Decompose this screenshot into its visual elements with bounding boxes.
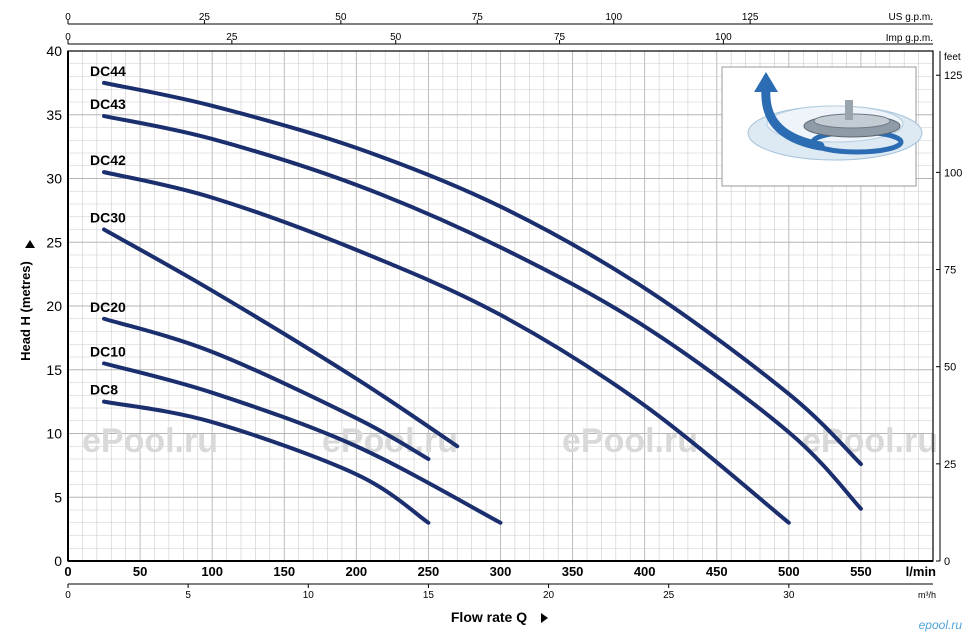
- watermark-text: ePool.ru: [82, 422, 218, 460]
- x-tick-label: 350: [562, 564, 584, 579]
- series-label-dc30: DC30: [90, 210, 126, 226]
- x-tick-label: 150: [273, 564, 295, 579]
- series-label-dc8: DC8: [90, 382, 118, 398]
- imp-gpm-tick-label: 100: [715, 32, 732, 43]
- us-gpm-tick-label: 100: [605, 12, 622, 23]
- y-axis-title: Head H (metres): [18, 261, 33, 361]
- us-gpm-tick-label: 50: [335, 12, 347, 23]
- feet-tick-label: 50: [944, 362, 956, 374]
- feet-tick-label: 100: [944, 167, 962, 179]
- us-gpm-axis-label: US g.p.m.: [889, 12, 933, 23]
- impeller-illustration-icon: [721, 66, 923, 187]
- m3h-tick-label: 25: [663, 590, 675, 601]
- x-tick-label: 450: [706, 564, 728, 579]
- watermark-layer: ePool.ru ePool.ru ePool.ru ePool.ru: [82, 422, 938, 460]
- curve-dc20: [102, 316, 431, 461]
- m3h-axis-label: m³/h: [918, 590, 936, 600]
- x-tick-label: 400: [634, 564, 656, 579]
- y-tick-label: 40: [46, 43, 62, 59]
- m3h-tick-label: 30: [783, 590, 795, 601]
- x-tick-label: 550: [850, 564, 872, 579]
- us-gpm-tick-label: 25: [199, 12, 211, 23]
- us-gpm-tick-label: 125: [742, 12, 759, 23]
- watermark-text: ePool.ru: [802, 422, 938, 460]
- curves: DC44 DC43 DC42 DC30 DC20 DC10 DC8: [90, 63, 863, 525]
- x-tick-label: 200: [345, 564, 367, 579]
- y-tick-label: 0: [54, 553, 62, 569]
- imp-gpm-tick-label: 50: [390, 32, 402, 43]
- m3h-tick-label: 15: [423, 590, 435, 601]
- curve-dc42: [102, 170, 791, 525]
- us-gpm-tick-label: 0: [65, 12, 71, 23]
- bottom-axes: 0 50 100 150 200 250 300 350 400 450 500 550 l/min 0 5…: [64, 564, 936, 601]
- curve-dc44: [102, 80, 863, 467]
- x-tick-label: 300: [490, 564, 512, 579]
- watermark-text: ePool.ru: [562, 422, 698, 460]
- top-axes: 0 25 50 75 100 125 US g.p.m. 0 25 50 75 100 Imp g.p.…: [65, 12, 933, 45]
- us-gpm-tick-label: 75: [472, 12, 484, 23]
- m3h-tick-label: 20: [543, 590, 555, 601]
- right-axis: feet 0 25 50 75 100 125: [936, 51, 962, 568]
- x-tick-label: 500: [778, 564, 800, 579]
- feet-axis-label: feet: [944, 52, 961, 63]
- curve-dc30: [102, 227, 460, 449]
- arrow-up-icon: [25, 240, 35, 248]
- feet-tick-label: 0: [944, 556, 950, 568]
- m3h-tick-label: 5: [185, 590, 191, 601]
- x-tick-label: 250: [418, 564, 440, 579]
- m3h-tick-label: 0: [65, 590, 71, 601]
- arrow-right-icon: [541, 613, 548, 623]
- y-tick-label: 15: [46, 362, 62, 378]
- series-label-dc10: DC10: [90, 343, 126, 359]
- series-label-dc43: DC43: [90, 96, 126, 112]
- feet-tick-label: 25: [944, 459, 956, 471]
- plot-frame: [67, 50, 934, 562]
- footer-logo: epool.ru: [919, 618, 963, 632]
- x-tick-label: 0: [64, 564, 71, 579]
- y-tick-label: 10: [46, 426, 62, 442]
- curve-dc43: [102, 114, 863, 511]
- x-tick-label: 50: [133, 564, 147, 579]
- x-axis-title: Flow rate Q: [451, 609, 527, 625]
- m3h-tick-label: 10: [303, 590, 315, 601]
- y-tick-label: 25: [46, 234, 62, 250]
- imp-gpm-tick-label: 25: [226, 32, 238, 43]
- y-tick-label: 30: [46, 171, 62, 187]
- y-tick-label: 20: [46, 298, 62, 314]
- imp-gpm-axis-label: Imp g.p.m.: [886, 33, 933, 44]
- x-unit-label: l/min: [906, 564, 936, 579]
- curve-dc10: [102, 361, 503, 525]
- x-tick-label: 100: [201, 564, 223, 579]
- series-label-dc42: DC42: [90, 152, 126, 168]
- feet-tick-label: 75: [944, 265, 956, 277]
- imp-gpm-tick-label: 75: [554, 32, 566, 43]
- imp-gpm-tick-label: 0: [65, 32, 71, 43]
- series-label-dc44: DC44: [90, 63, 126, 79]
- feet-tick-label: 125: [944, 70, 962, 82]
- left-axis: 0 5 10 15 20 25 30 35 40: [46, 43, 62, 569]
- curve-dc8: [102, 399, 431, 525]
- y-tick-label: 5: [54, 489, 62, 505]
- series-label-dc20: DC20: [90, 299, 126, 315]
- y-tick-label: 35: [46, 107, 62, 123]
